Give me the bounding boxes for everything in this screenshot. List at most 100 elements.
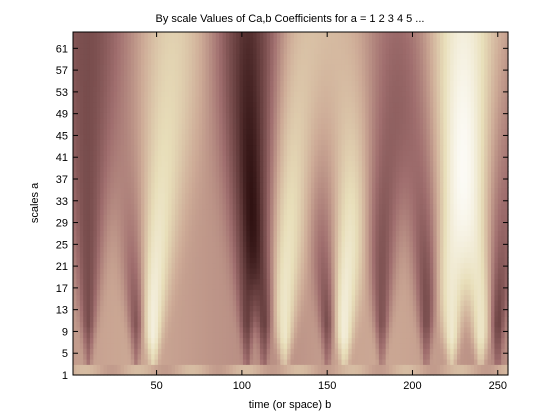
heatmap-cell xyxy=(96,321,101,328)
heatmap-cell xyxy=(276,310,281,317)
heatmap-cell xyxy=(134,358,139,365)
heatmap-cell xyxy=(491,192,496,199)
heatmap-cell xyxy=(382,332,387,339)
heatmap-cell xyxy=(140,257,145,264)
heatmap-cell xyxy=(402,310,407,317)
heatmap-cell xyxy=(73,257,77,264)
heatmap-cell xyxy=(416,165,421,172)
heatmap-cell xyxy=(263,257,268,264)
heatmap-cell xyxy=(327,192,332,199)
heatmap-cell xyxy=(385,267,390,274)
heatmap-cell xyxy=(378,369,383,376)
heatmap-cell xyxy=(287,353,292,360)
heatmap-cell xyxy=(79,299,84,306)
heatmap-cell xyxy=(341,278,346,285)
heatmap-cell xyxy=(321,219,326,226)
heatmap-cell xyxy=(171,192,176,199)
heatmap-cell xyxy=(157,316,162,323)
heatmap-cell xyxy=(137,262,142,269)
heatmap-cell xyxy=(212,283,217,290)
heatmap-cell xyxy=(259,165,264,172)
heatmap-cell xyxy=(334,337,339,344)
heatmap-cell xyxy=(96,326,101,333)
heatmap-cell xyxy=(110,198,115,205)
heatmap-cell xyxy=(229,305,234,312)
heatmap-cell xyxy=(412,332,417,339)
heatmap-cell xyxy=(266,342,271,349)
heatmap-cell xyxy=(361,235,366,242)
heatmap-cell xyxy=(467,321,472,328)
heatmap-cell xyxy=(96,224,101,231)
heatmap-cell xyxy=(256,251,261,258)
heatmap-cell xyxy=(334,353,339,360)
heatmap-cell xyxy=(270,235,275,242)
heatmap-cell xyxy=(117,364,122,371)
heatmap-cell xyxy=(249,182,254,189)
heatmap-cell xyxy=(120,235,125,242)
heatmap-cell xyxy=(338,214,343,221)
heatmap-cell xyxy=(130,289,135,296)
heatmap-cell xyxy=(365,203,370,210)
heatmap-cell xyxy=(144,364,149,371)
heatmap-cell xyxy=(89,192,94,199)
heatmap-cell xyxy=(419,251,424,258)
heatmap-cell xyxy=(416,310,421,317)
heatmap-cell xyxy=(460,171,465,178)
heatmap-cell xyxy=(297,241,302,247)
heatmap-cell xyxy=(266,176,271,183)
heatmap-cell xyxy=(242,294,247,301)
heatmap-cell xyxy=(453,283,458,290)
heatmap-cell xyxy=(83,176,88,183)
heatmap-cell xyxy=(236,251,241,258)
heatmap-cell xyxy=(171,321,176,328)
heatmap-cell xyxy=(113,294,118,301)
heatmap-cell xyxy=(310,208,315,215)
heatmap-cell xyxy=(368,203,373,210)
heatmap-cell xyxy=(355,214,360,221)
heatmap-cell xyxy=(324,171,329,178)
heatmap-cell xyxy=(399,353,404,360)
heatmap-cell xyxy=(457,321,462,328)
heatmap-cell xyxy=(270,262,275,269)
heatmap-cell xyxy=(382,278,387,285)
heatmap-cell xyxy=(487,299,492,306)
heatmap-cell xyxy=(361,176,366,183)
heatmap-cell xyxy=(463,224,468,231)
heatmap-cell xyxy=(501,273,506,280)
heatmap-cell xyxy=(185,198,190,205)
heatmap-cell xyxy=(480,208,485,215)
heatmap-cell xyxy=(168,289,173,296)
heatmap-cell xyxy=(470,241,475,247)
heatmap-cell xyxy=(287,326,292,333)
heatmap-cell xyxy=(307,294,312,301)
heatmap-cell xyxy=(215,182,220,189)
heatmap-cell xyxy=(130,224,135,231)
heatmap-cell xyxy=(215,310,220,317)
heatmap-cell xyxy=(338,187,343,194)
heatmap-cell xyxy=(171,198,176,205)
heatmap-cell xyxy=(266,203,271,210)
heatmap-cell xyxy=(290,348,295,355)
heatmap-cell xyxy=(440,203,445,210)
heatmap-cell xyxy=(225,294,230,301)
heatmap-cell xyxy=(185,353,190,360)
heatmap-cell xyxy=(236,165,241,172)
heatmap-cell xyxy=(280,165,285,172)
heatmap-cell xyxy=(412,187,417,194)
heatmap-cell xyxy=(497,337,502,344)
heatmap-cell xyxy=(463,267,468,274)
heatmap-cell xyxy=(436,321,441,328)
heatmap-cell xyxy=(256,299,261,306)
heatmap-cell xyxy=(327,214,332,221)
heatmap-cell xyxy=(334,251,339,258)
heatmap-cell xyxy=(113,192,118,199)
heatmap-cell xyxy=(181,176,186,183)
heatmap-cell xyxy=(89,299,94,306)
heatmap-cell xyxy=(212,353,217,360)
heatmap-cell xyxy=(168,305,173,312)
heatmap-cell xyxy=(151,310,156,317)
heatmap-cell xyxy=(79,219,84,226)
heatmap-cell xyxy=(117,192,122,199)
heatmap-cell xyxy=(440,289,445,296)
heatmap-cell xyxy=(137,171,142,178)
